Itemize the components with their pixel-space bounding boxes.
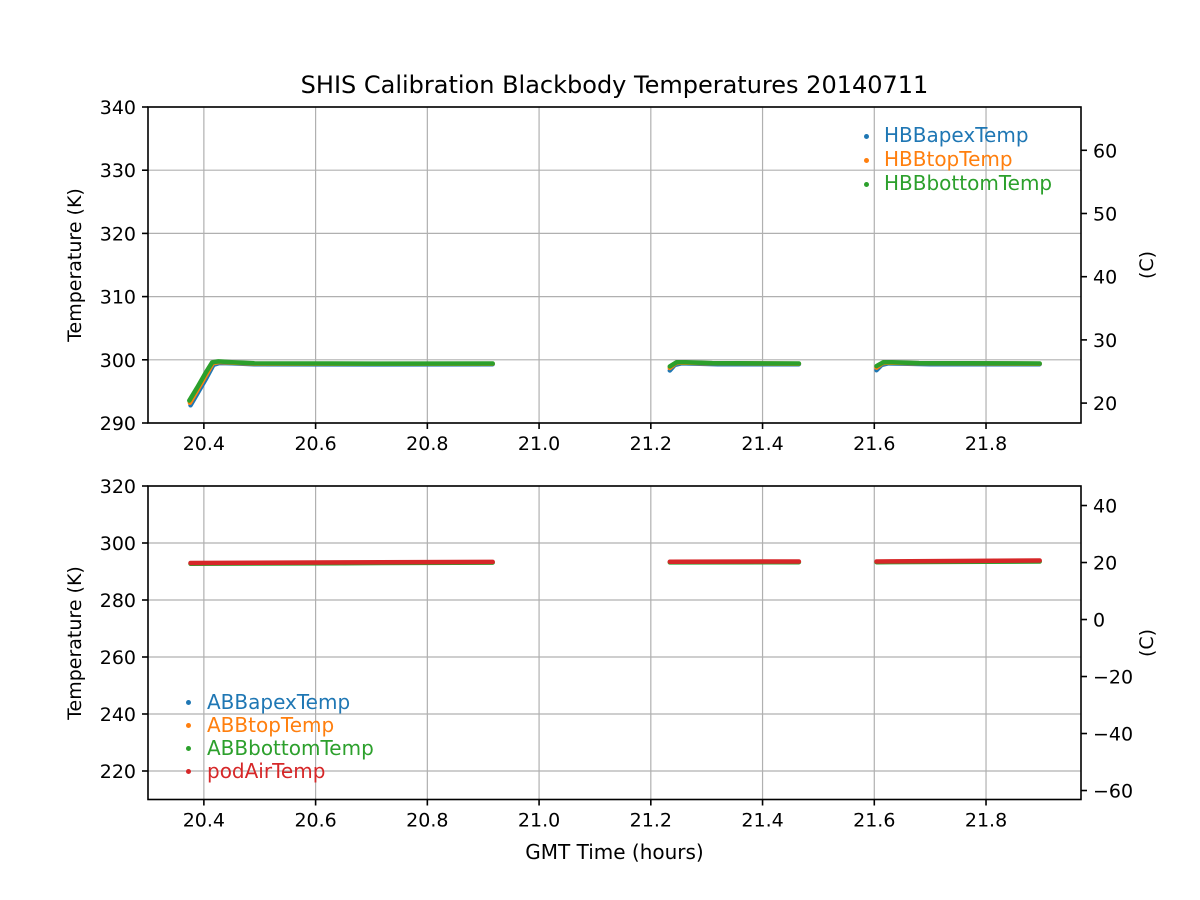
data-segment	[667, 359, 802, 369]
legend-dot-icon	[857, 126, 875, 145]
data-segment	[187, 359, 495, 406]
x-tick-label: 20.6	[294, 433, 336, 455]
x-tick-label: 20.6	[294, 810, 336, 832]
y-tick-label-right: 20	[1093, 553, 1117, 575]
legend-item-podAirTemp: podAirTemp	[179, 758, 374, 783]
series-HBBbottomTemp	[187, 359, 1042, 403]
bottom-ylabel-right: (C)	[1136, 628, 1158, 658]
data-segment	[188, 559, 495, 566]
y-tick-label-left: 320	[100, 476, 136, 498]
y-tick-label-left: 320	[100, 223, 136, 245]
legend-label: ABBbottomTemp	[207, 735, 374, 760]
x-tick-label: 20.4	[183, 810, 225, 832]
legend-item-HBBbottomTemp: HBBbottomTemp	[857, 171, 1052, 195]
subplot-1: 20.4 20.6 20.8 21.0 21.2 21.4 21.6 21.8 220 240 26…	[100, 476, 1133, 832]
axes-frame	[147, 106, 1082, 424]
legend-item-ABBbottomTemp: ABBbottomTemp	[179, 735, 374, 760]
y-tick-label-right: 40	[1093, 496, 1117, 518]
top-plot-legend: HBBapexTemp HBBtopTemp HBBbottomTemp	[857, 123, 1052, 195]
bottom-plot-legend: ABBapexTemp ABBtopTemp ABBbottomTemp podAir…	[179, 689, 374, 783]
y-tick-label-left: 290	[100, 413, 136, 435]
legend-label: HBBtopTemp	[884, 147, 1013, 171]
x-tick-label: 21.4	[741, 433, 783, 455]
x-tick-label: 21.2	[630, 433, 672, 455]
x-tick-label: 21.8	[965, 433, 1007, 455]
y-tick-label-right: 50	[1093, 203, 1117, 225]
legend-dot-icon	[179, 692, 197, 711]
x-tick-label: 20.8	[406, 810, 448, 832]
y-tick-label-left: 340	[100, 97, 136, 119]
legend-dot-icon	[179, 761, 197, 780]
y-tick-label-left: 240	[100, 704, 136, 726]
subplot-0: 20.4 20.6 20.8 21.0 21.2 21.4 21.6 21.8 290 300 31…	[100, 97, 1117, 455]
y-tick-label-right: −40	[1093, 724, 1133, 746]
x-tick-label: 20.4	[183, 433, 225, 455]
tick-marks	[142, 106, 1087, 429]
legend-item-ABBapexTemp: ABBapexTemp	[179, 689, 374, 714]
legend-label: ABBtopTemp	[207, 712, 335, 737]
data-segment	[187, 359, 495, 403]
data-segment	[188, 360, 495, 408]
data-segment	[874, 558, 1042, 564]
y-tick-label-left: 280	[100, 590, 136, 612]
x-tick-label: 21.0	[518, 433, 560, 455]
x-tick-label: 21.6	[853, 433, 895, 455]
legend-item-ABBtopTemp: ABBtopTemp	[179, 712, 374, 737]
x-tick-label: 21.6	[853, 810, 895, 832]
x-tick-label: 21.8	[965, 810, 1007, 832]
x-tick-label: 20.8	[406, 433, 448, 455]
top-ylabel-right: (C)	[1136, 250, 1158, 280]
legend-label: podAirTemp	[207, 758, 326, 783]
top-ylabel-left: Temperature (K)	[64, 188, 86, 342]
legend-dot-icon	[857, 174, 875, 193]
y-tick-label-right: 20	[1093, 393, 1117, 415]
y-tick-label-left: 330	[100, 160, 136, 182]
y-tick-label-right: 30	[1093, 330, 1117, 352]
tick-marks	[142, 485, 1087, 806]
y-tick-label-left: 220	[100, 761, 136, 783]
bottom-ylabel-left: Temperature (K)	[64, 566, 86, 720]
legend-dot-icon	[179, 715, 197, 734]
data-segment	[874, 359, 1042, 369]
y-tick-label-left: 300	[100, 350, 136, 372]
y-tick-label-left: 300	[100, 533, 136, 555]
legend-dot-icon	[857, 150, 875, 169]
legend-item-HBBapexTemp: HBBapexTemp	[857, 123, 1052, 147]
y-tick-label-right: 0	[1093, 610, 1105, 632]
y-tick-label-left: 310	[100, 287, 136, 309]
y-tick-label-right: −20	[1093, 667, 1133, 689]
tick-labels: 20.4 20.6 20.8 21.0 21.2 21.4 21.6 21.8 290 300 31…	[100, 97, 1117, 455]
x-axis-label: GMT Time (hours)	[525, 840, 704, 864]
legend-dot-icon	[179, 738, 197, 757]
series-podAirTemp	[188, 558, 1042, 566]
y-tick-label-right: 60	[1093, 140, 1117, 162]
legend-label: HBBapexTemp	[884, 123, 1029, 147]
x-tick-label: 21.0	[518, 810, 560, 832]
figure-title: SHIS Calibration Blackbody Temperatures …	[300, 71, 929, 99]
series-HBBapexTemp	[188, 360, 1042, 408]
axes-frame	[147, 485, 1082, 801]
x-tick-label: 21.2	[630, 810, 672, 832]
y-tick-label-right: −60	[1093, 781, 1133, 803]
tick-labels: 20.4 20.6 20.8 21.0 21.2 21.4 21.6 21.8 220 240 26…	[100, 476, 1133, 832]
series-HBBtopTemp	[187, 359, 1042, 406]
x-tick-label: 21.4	[741, 810, 783, 832]
legend-label: ABBapexTemp	[207, 689, 351, 714]
legend-item-HBBtopTemp: HBBtopTemp	[857, 147, 1052, 171]
legend-label: HBBbottomTemp	[884, 171, 1053, 195]
y-tick-label-right: 40	[1093, 267, 1117, 289]
y-tick-label-left: 260	[100, 647, 136, 669]
